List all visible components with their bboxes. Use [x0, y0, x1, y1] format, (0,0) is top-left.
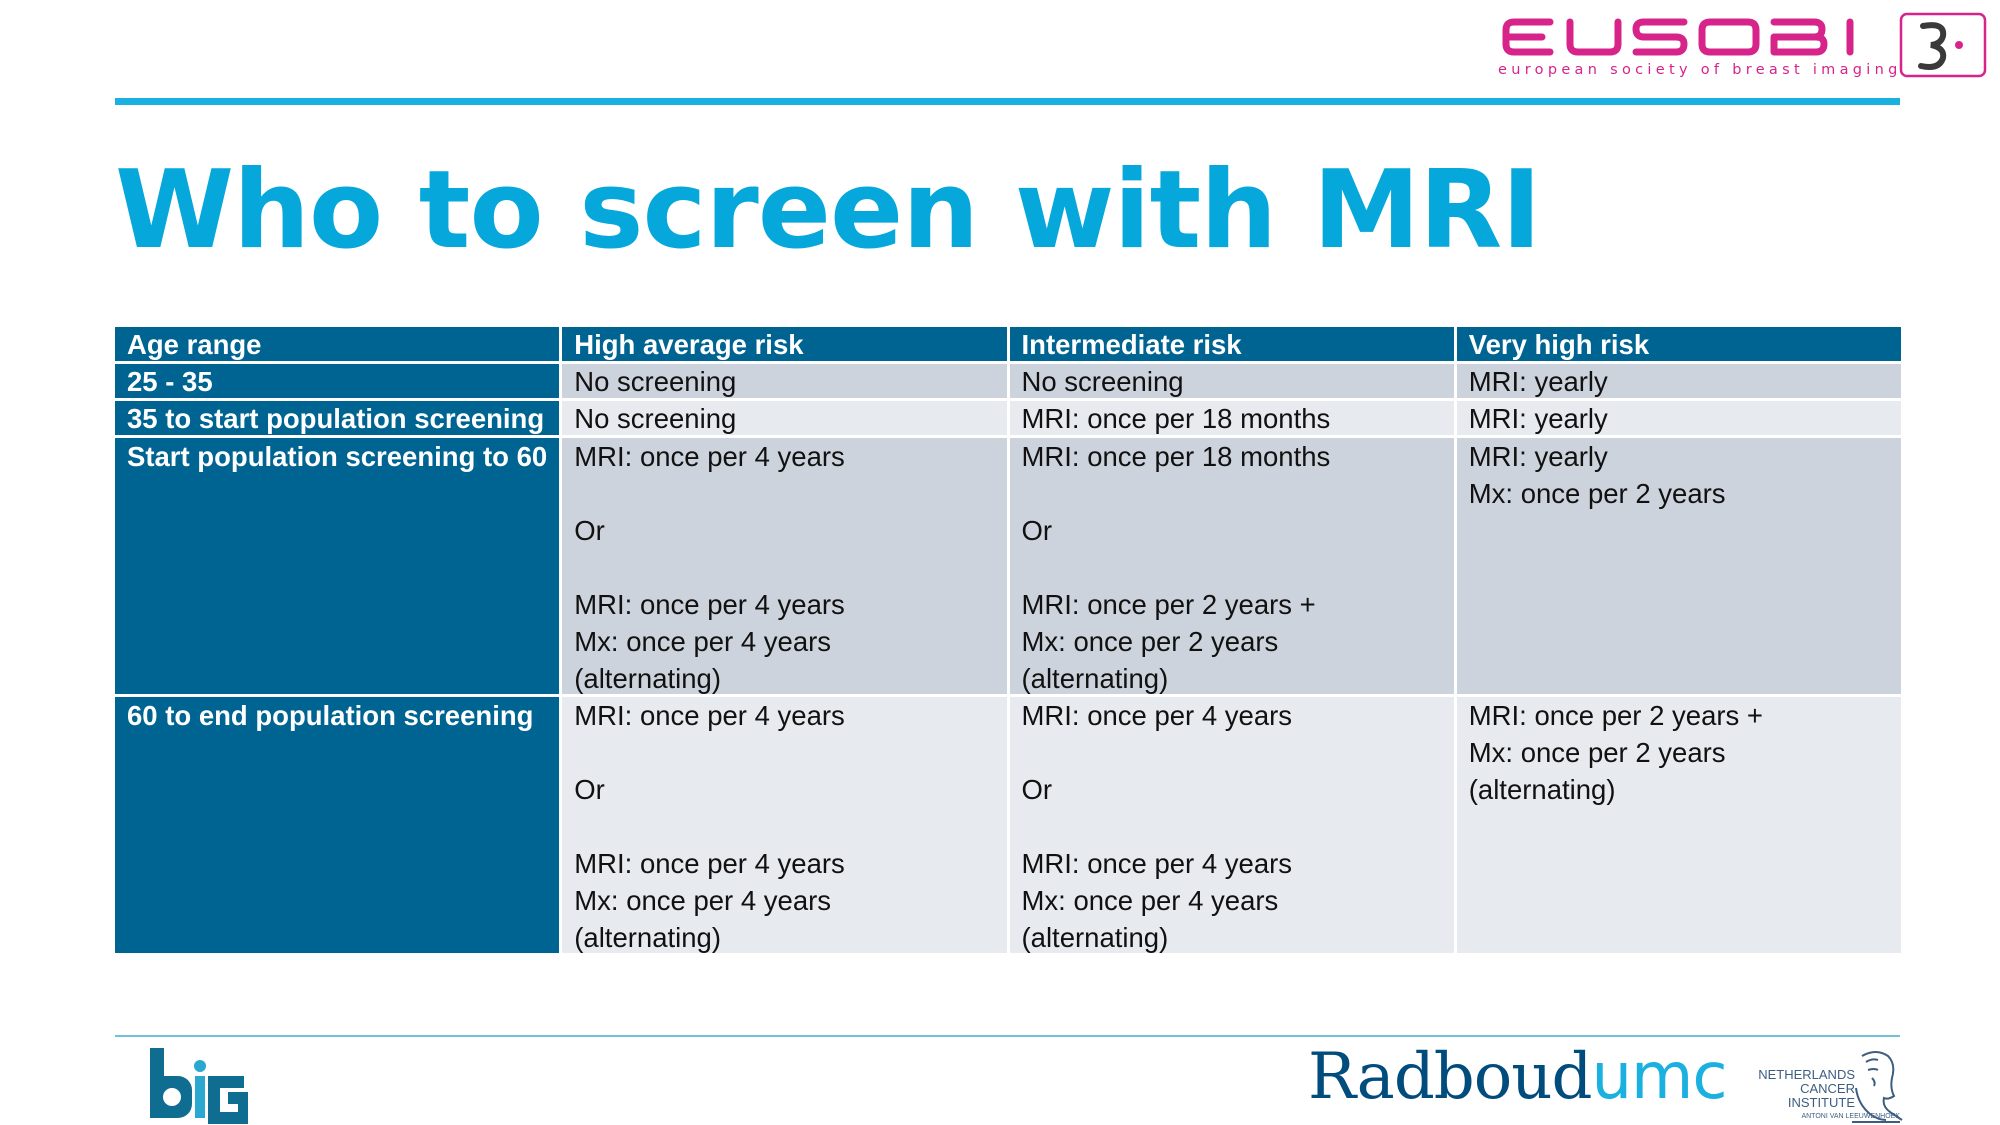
nki-line: CANCER: [1800, 1081, 1855, 1096]
header-intermediate-risk: Intermediate risk: [1009, 327, 1454, 361]
radboudumc-logo: Radboudumc: [1308, 1040, 1728, 1114]
eusobi-subtitle: european society of breast imaging: [1498, 62, 1902, 78]
footer-rule: [115, 1035, 1900, 1037]
page-title: Who to screen with MRI: [115, 148, 1542, 273]
table-cell: No screening: [562, 364, 1007, 398]
table-row: Start population screening to 60 MRI: on…: [115, 438, 1901, 694]
table-cell: MRI: once per 4 years Or MRI: once per 4…: [1009, 697, 1454, 953]
nki-line: INSTITUTE: [1787, 1095, 1855, 1110]
table-cell: MRI: once per 4 years Or MRI: once per 4…: [562, 697, 1007, 953]
header-rule: [115, 98, 1900, 105]
table-cell: MRI: once per 4 years Or MRI: once per 4…: [562, 438, 1007, 694]
table-row: 25 - 35 No screening No screening MRI: y…: [115, 364, 1901, 398]
table-cell: MRI: once per 18 months Or MRI: once per…: [1009, 438, 1454, 694]
screening-table: Age range High average risk Intermediate…: [115, 327, 1901, 956]
eusobi-emblem: [1899, 12, 1987, 78]
eusobi-logo: european society of breast imaging: [1490, 12, 1990, 82]
table-cell: MRI: once per 18 months: [1009, 401, 1454, 435]
nki-subtitle: ANTONI VAN LEEUWENHOEK: [1801, 1113, 1900, 1120]
table-cell: MRI: yearly: [1456, 401, 1901, 435]
table-cell: MRI: yearly Mx: once per 2 years: [1456, 438, 1901, 694]
nki-logo-text: NETHERLANDS CANCER INSTITUTE: [1755, 1068, 1855, 1110]
radboud-text: Radboud: [1308, 1040, 1592, 1114]
header-very-high-risk: Very high risk: [1456, 327, 1901, 361]
header-high-average-risk: High average risk: [562, 327, 1007, 361]
table-cell: MRI: once per 2 years + Mx: once per 2 y…: [1456, 697, 1901, 953]
table-cell: No screening: [562, 401, 1007, 435]
nki-portrait-icon: [1852, 1051, 1903, 1123]
big-logo: [150, 1048, 248, 1124]
table-row: 60 to end population screening MRI: once…: [115, 697, 1901, 953]
table-cell: MRI: yearly: [1456, 364, 1901, 398]
header-age-range: Age range: [115, 327, 560, 361]
umc-text: umc: [1591, 1040, 1727, 1114]
eusobi-wordmark: [1502, 18, 1854, 56]
row-age-cell: 60 to end population screening: [115, 697, 560, 953]
table-cell: No screening: [1009, 364, 1454, 398]
nki-line: NETHERLANDS: [1758, 1067, 1855, 1082]
row-age-cell: 35 to start population screening: [115, 401, 560, 435]
table-row: 35 to start population screening No scre…: [115, 401, 1901, 435]
table-header-row: Age range High average risk Intermediate…: [115, 327, 1901, 361]
row-age-cell: 25 - 35: [115, 364, 560, 398]
row-age-cell: Start population screening to 60: [115, 438, 560, 694]
